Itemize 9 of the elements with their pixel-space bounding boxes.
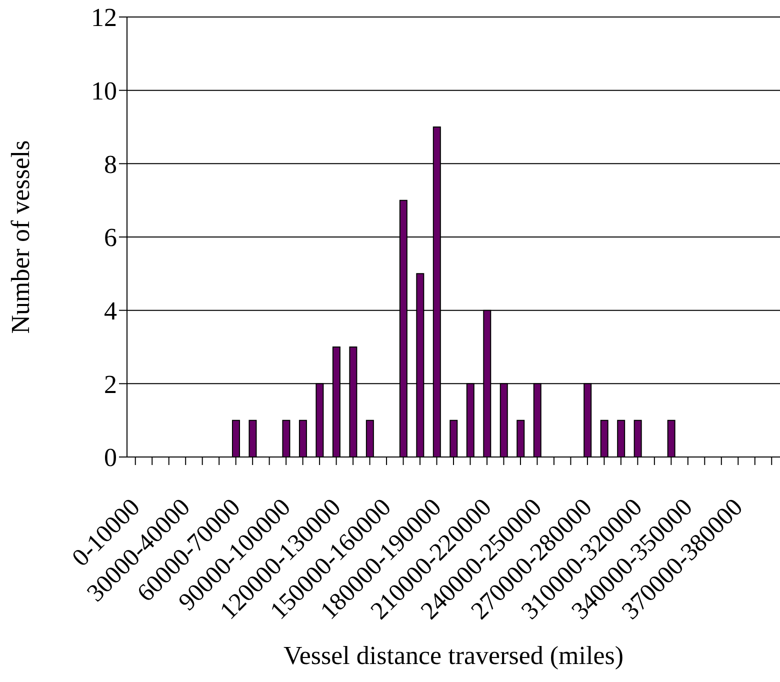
- y-tick-label: 0: [104, 443, 117, 472]
- y-tick-label: 6: [104, 223, 117, 252]
- y-tick-label: 12: [91, 3, 117, 32]
- y-tick-label: 8: [104, 150, 117, 179]
- y-tick-label: 10: [91, 76, 117, 106]
- x-axis-title: Vessel distance traversed (miles): [283, 641, 624, 670]
- y-tick-label: 4: [104, 296, 117, 326]
- y-axis-title: Number of vessels: [6, 140, 36, 334]
- y-tick-label: 2: [104, 370, 117, 399]
